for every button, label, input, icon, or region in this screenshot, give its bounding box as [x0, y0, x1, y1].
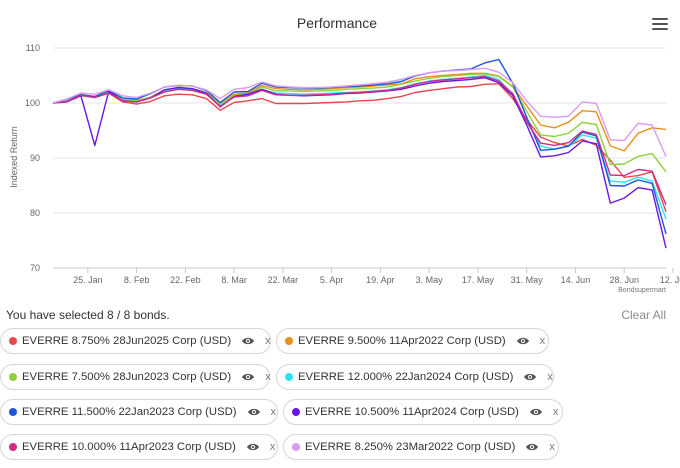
y-tick-label: 70 [30, 263, 40, 273]
series-line[interactable] [52, 83, 667, 213]
y-tick-label: 80 [30, 208, 40, 218]
chart-svg: Performance Indexed Return Bondsupermart… [9, 15, 680, 294]
x-tick-label: 12. Jul [660, 275, 680, 285]
eye-icon[interactable] [241, 372, 255, 382]
bond-chip: EVERRE 11.500% 22Jan2023 Corp (USD) x [0, 399, 278, 425]
bond-chip: EVERRE 7.500% 28Jun2023 Corp (USD) x [0, 364, 271, 390]
bond-chip-label: EVERRE 7.500% 28Jun2023 Corp (USD) [22, 371, 232, 383]
series-color-dot [285, 373, 293, 381]
x-tick-label: 22. Mar [268, 275, 299, 285]
bond-chip: EVERRE 8.250% 23Mar2022 Corp (USD) x [283, 434, 559, 460]
y-tick-label: 90 [30, 153, 40, 163]
series-color-dot [9, 373, 17, 381]
eye-icon[interactable] [241, 336, 255, 346]
x-tick-label: 8. Mar [221, 275, 247, 285]
series-line[interactable] [52, 67, 667, 157]
series-color-dot [292, 408, 300, 416]
remove-bond-button[interactable]: x [265, 371, 271, 383]
bond-chip: EVERRE 10.500% 11Apr2024 Corp (USD) x [283, 399, 563, 425]
bond-chip: EVERRE 12.000% 22Jan2024 Corp (USD) x [276, 364, 554, 390]
eye-icon[interactable] [529, 407, 543, 417]
selection-bar: You have selected 8 / 8 bonds. Clear All [6, 306, 670, 324]
bond-chip-label: EVERRE 10.500% 11Apr2024 Corp (USD) [305, 406, 519, 418]
series-color-dot [9, 408, 17, 416]
bond-chip-label: EVERRE 9.500% 11Apr2022 Corp (USD) [298, 335, 506, 347]
series-color-dot [292, 443, 300, 451]
y-tick-label: 100 [25, 98, 40, 108]
bond-chip: EVERRE 9.500% 11Apr2022 Corp (USD) x [276, 328, 549, 354]
bond-chip: EVERRE 10.000% 11Apr2023 Corp (USD) x [0, 434, 278, 460]
eye-icon[interactable] [247, 407, 261, 417]
bond-chip-label: EVERRE 8.250% 23Mar2022 Corp (USD) [305, 441, 516, 453]
x-tick-label: 3. May [416, 275, 444, 285]
eye-icon[interactable] [525, 442, 539, 452]
series-line[interactable] [52, 73, 667, 173]
remove-bond-button[interactable]: x [269, 441, 276, 453]
x-tick-label: 8. Feb [124, 275, 150, 285]
clear-all-button[interactable]: Clear All [621, 308, 666, 322]
x-tick-label: 31. May [511, 275, 544, 285]
bond-chip-label: EVERRE 10.000% 11Apr2023 Corp (USD) [22, 441, 236, 453]
remove-bond-button[interactable]: x [547, 371, 553, 383]
x-tick-label: 14. Jun [561, 275, 591, 285]
remove-bond-button[interactable]: x [270, 406, 277, 418]
eye-icon[interactable] [246, 442, 260, 452]
y-tick-label: 110 [26, 43, 40, 53]
eye-icon[interactable] [523, 372, 537, 382]
remove-bond-button[interactable]: x [265, 335, 271, 347]
chart-credit: Bondsupermart [618, 287, 666, 294]
chart-menu-icon[interactable] [652, 18, 668, 32]
remove-bond-button[interactable]: x [552, 406, 559, 418]
bond-chip-label: EVERRE 11.500% 22Jan2023 Corp (USD) [22, 406, 237, 418]
series-line[interactable] [52, 58, 667, 235]
x-tick-label: 19. Apr [366, 275, 395, 285]
bond-chip: EVERRE 8.750% 28Jun2025 Corp (USD) x [0, 328, 271, 354]
eye-icon[interactable] [516, 336, 530, 346]
x-tick-label: 17. May [462, 275, 495, 285]
performance-chart: Performance Indexed Return Bondsupermart… [9, 15, 680, 294]
x-tick-label: 25. Jan [73, 275, 103, 285]
chart-title: Performance [297, 15, 377, 31]
series-line[interactable] [52, 75, 667, 206]
series-color-dot [9, 443, 17, 451]
y-axis-title: Indexed Return [9, 126, 19, 188]
bond-chip-label: EVERRE 8.750% 28Jun2025 Corp (USD) [22, 335, 232, 347]
series-color-dot [285, 337, 293, 345]
series-color-dot [9, 337, 17, 345]
x-tick-label: 5. Apr [320, 275, 344, 285]
bond-chip-label: EVERRE 12.000% 22Jan2024 Corp (USD) [298, 371, 514, 383]
remove-bond-button[interactable]: x [539, 335, 546, 347]
selection-summary: You have selected 8 / 8 bonds. [6, 308, 170, 322]
x-tick-label: 22. Feb [170, 275, 201, 285]
x-tick-label: 28. Jun [609, 275, 639, 285]
remove-bond-button[interactable]: x [549, 441, 555, 453]
